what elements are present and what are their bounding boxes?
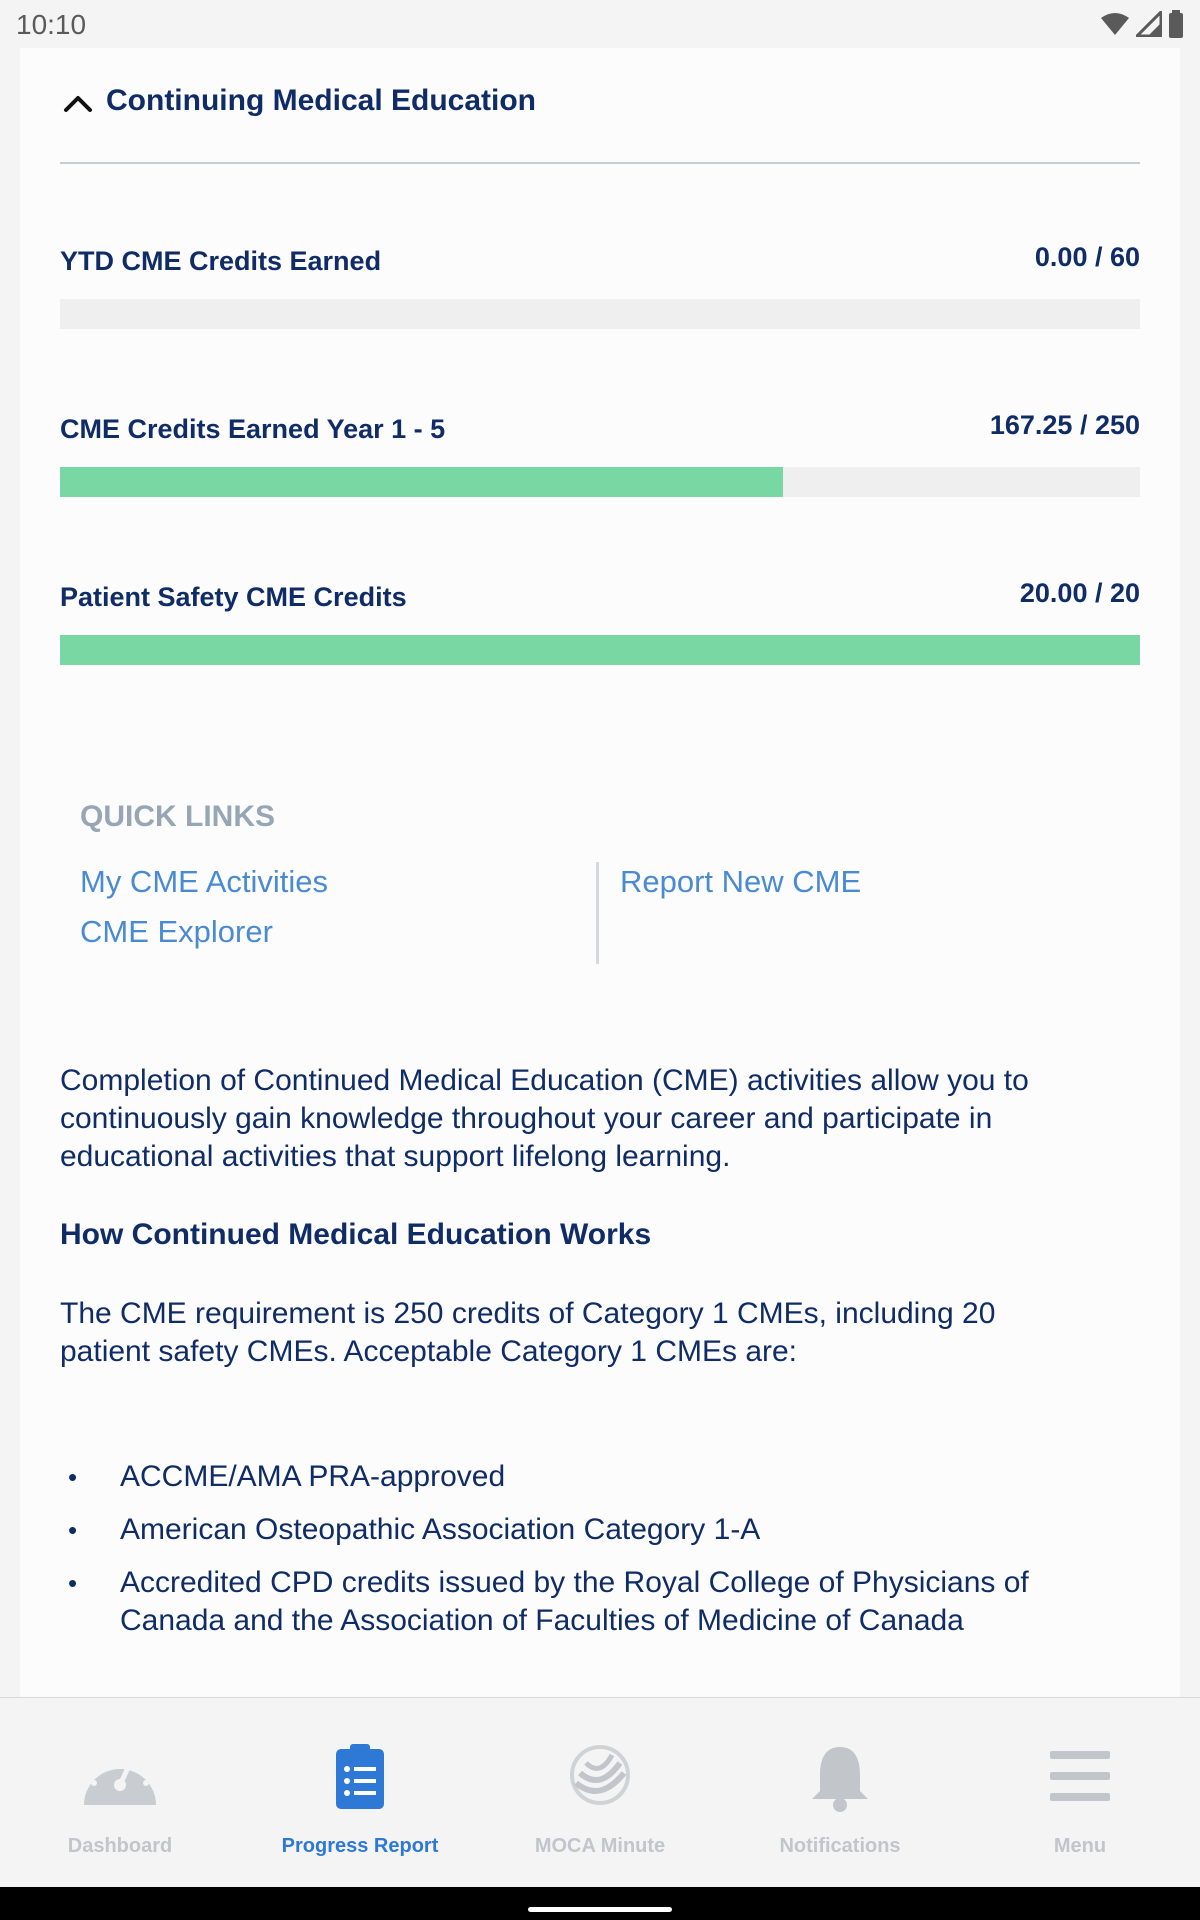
bullet-icon: • bbox=[68, 1568, 78, 1598]
list-item: • ACCME/AMA PRA-approved bbox=[68, 1458, 1128, 1496]
progress-fill bbox=[60, 635, 1140, 665]
metric-label: Patient Safety CME Credits bbox=[60, 582, 407, 612]
bell-icon bbox=[812, 1747, 868, 1812]
how-it-works-heading: How Continued Medical Education Works bbox=[60, 1218, 652, 1251]
list-item: • Accredited CPD credits issued by the Ro… bbox=[68, 1564, 1128, 1640]
cme-card: Continuing Medical Education YTD CME Cre… bbox=[20, 48, 1180, 1698]
status-icons bbox=[1100, 10, 1184, 38]
tab-menu[interactable]: Menu bbox=[960, 1698, 1200, 1888]
report-new-cme-link[interactable]: Report New CME bbox=[620, 864, 862, 899]
list-item-text: Accredited CPD credits issued by the Roy… bbox=[120, 1566, 1029, 1637]
clipboard-list-icon bbox=[336, 1744, 384, 1809]
metric-label: YTD CME Credits Earned bbox=[60, 246, 382, 276]
moca-logo-icon bbox=[570, 1745, 630, 1805]
requirement-text: The CME requirement is 250 credits of Ca… bbox=[60, 1297, 996, 1368]
acceptable-cme-list: • ACCME/AMA PRA-approved • American Osteop… bbox=[68, 1458, 1128, 1655]
home-gesture-handle[interactable] bbox=[528, 1907, 672, 1912]
tab-label: Menu bbox=[1053, 1835, 1107, 1857]
tab-moca-minute[interactable]: MOCA Minute bbox=[480, 1698, 720, 1888]
metric-patient-safety-credits: Patient Safety CME Credits 20.00 / 20 bbox=[60, 578, 1140, 665]
status-time: 10:10 bbox=[16, 9, 87, 40]
gauge-icon bbox=[84, 1754, 156, 1805]
battery-icon bbox=[1169, 10, 1183, 38]
metric-value: 20.00 / 20 bbox=[1019, 578, 1140, 608]
tab-label: Dashboard bbox=[67, 1835, 173, 1857]
wifi-icon bbox=[1101, 13, 1129, 35]
chevron-up-icon[interactable] bbox=[60, 86, 96, 122]
tab-dashboard[interactable]: Dashboard bbox=[0, 1698, 240, 1888]
progress-bar bbox=[60, 467, 1140, 497]
metric-year-1-5-credits: CME Credits Earned Year 1 - 5 167.25 / 2… bbox=[60, 410, 1140, 497]
tab-progress-report[interactable]: Progress Report bbox=[240, 1698, 480, 1888]
tab-label: MOCA Minute bbox=[534, 1835, 666, 1857]
progress-bar bbox=[60, 299, 1140, 329]
status-bar: 10:10 bbox=[0, 0, 1200, 48]
system-navigation-bar bbox=[0, 1887, 1200, 1920]
bullet-icon: • bbox=[68, 1462, 78, 1492]
metric-label: CME Credits Earned Year 1 - 5 bbox=[60, 414, 446, 444]
metric-value: 0.00 / 60 bbox=[1034, 242, 1140, 272]
hamburger-icon bbox=[1050, 1751, 1110, 1801]
progress-bar bbox=[60, 635, 1140, 665]
cme-explorer-link[interactable]: CME Explorer bbox=[80, 914, 273, 949]
cell-signal-icon bbox=[1136, 11, 1162, 37]
my-cme-activities-link[interactable]: My CME Activities bbox=[80, 864, 329, 899]
tab-label: Progress Report bbox=[281, 1835, 439, 1857]
bottom-tab-bar: Dashboard Progress Report MOCA Minute No… bbox=[0, 1697, 1200, 1887]
quick-links-title: QUICK LINKS bbox=[80, 800, 275, 833]
section-header[interactable]: Continuing Medical Education bbox=[60, 78, 1140, 164]
tab-label: Notifications bbox=[779, 1835, 901, 1857]
list-item-text: American Osteopathic Association Categor… bbox=[120, 1513, 761, 1546]
metric-value: 167.25 / 250 bbox=[989, 410, 1140, 440]
metric-ytd-credits: YTD CME Credits Earned 0.00 / 60 bbox=[60, 242, 1140, 329]
list-item: • American Osteopathic Association Catego… bbox=[68, 1511, 1128, 1549]
progress-fill bbox=[60, 467, 783, 497]
quick-links-divider bbox=[596, 862, 599, 964]
list-item-text: ACCME/AMA PRA-approved bbox=[120, 1460, 506, 1493]
section-title: Continuing Medical Education bbox=[106, 84, 536, 117]
intro-text: Completion of Continued Medical Educatio… bbox=[60, 1064, 1029, 1173]
bullet-icon: • bbox=[68, 1515, 78, 1545]
tab-notifications[interactable]: Notifications bbox=[720, 1698, 960, 1888]
